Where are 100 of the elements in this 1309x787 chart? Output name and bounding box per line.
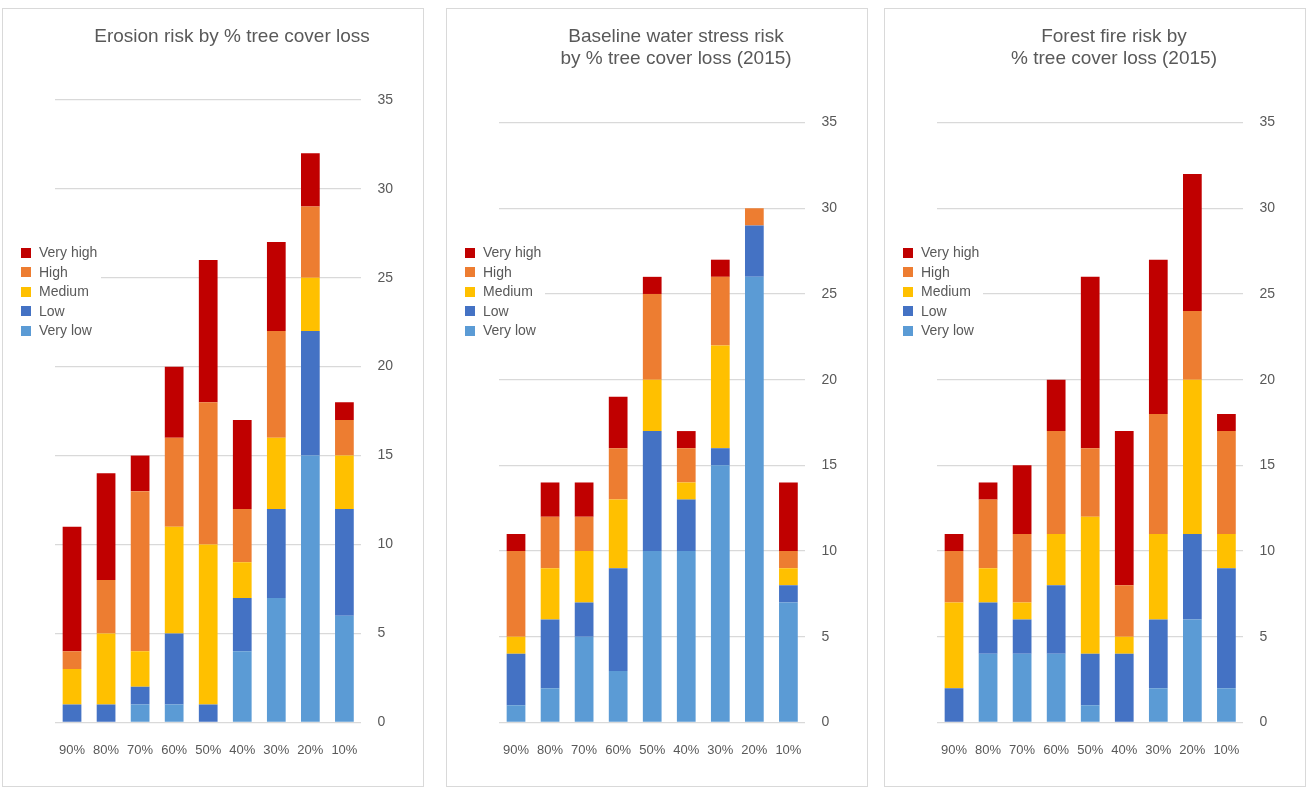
legend-label: High	[39, 262, 68, 282]
bar	[1114, 431, 1134, 586]
bar	[266, 437, 286, 509]
x-tick-label: 40%	[1111, 741, 1138, 757]
bar	[642, 431, 662, 552]
x-tick-label: 50%	[195, 741, 222, 757]
x-tick-label: 10%	[1213, 741, 1240, 757]
bar	[978, 482, 998, 500]
bar	[944, 688, 964, 722]
bar	[676, 551, 696, 722]
bar	[642, 293, 662, 380]
bar	[676, 431, 696, 449]
bar	[335, 419, 354, 456]
bar	[710, 259, 730, 277]
x-tick-label: 90%	[503, 741, 530, 757]
bar	[266, 508, 286, 598]
legend-label: Very low	[39, 321, 92, 340]
y-tick-label: 10	[377, 535, 394, 552]
bar	[164, 437, 184, 527]
legend-label: Medium	[39, 282, 89, 301]
bar	[676, 482, 696, 500]
x-tick-label: 50%	[639, 741, 666, 757]
bar	[1217, 533, 1236, 569]
bar	[232, 419, 252, 509]
bar	[1012, 619, 1032, 654]
bar	[779, 482, 798, 552]
bar	[710, 448, 730, 466]
y-tick-label: 20	[821, 370, 838, 387]
bar	[300, 277, 320, 332]
legend-label: Low	[921, 301, 947, 321]
x-tick-label: 30%	[1145, 741, 1172, 757]
y-tick-label: 35	[377, 90, 394, 107]
bar	[540, 568, 560, 620]
y-tick-label: 35	[821, 113, 838, 130]
bar	[300, 455, 320, 722]
legend-label: Low	[39, 301, 65, 321]
y-tick-label: 15	[1259, 456, 1276, 473]
legend-label: Very high	[483, 243, 542, 262]
bar	[335, 455, 354, 509]
bar	[232, 562, 252, 598]
bar	[96, 580, 116, 634]
y-tick-label: 25	[1259, 284, 1276, 301]
bar	[608, 448, 628, 500]
y-tick-label: 15	[377, 446, 394, 463]
y-tick-label: 30	[377, 179, 394, 196]
y-tick-label: 10	[1259, 541, 1276, 558]
bar	[574, 602, 594, 637]
bar	[540, 516, 560, 569]
bar	[744, 208, 764, 226]
bar	[1080, 653, 1100, 706]
bar	[1182, 619, 1202, 722]
x-tick-label: 90%	[941, 741, 968, 757]
bar	[574, 482, 594, 517]
bar	[62, 704, 82, 722]
bar	[335, 402, 354, 420]
x-tick-label: 80%	[975, 741, 1002, 757]
legend-label: Very low	[483, 321, 536, 340]
y-tick-label: 20	[1259, 370, 1276, 387]
bar	[300, 331, 320, 456]
y-tick-label: 30	[1259, 199, 1276, 216]
bar	[978, 653, 998, 722]
bar	[96, 473, 116, 581]
bar	[944, 533, 964, 552]
bar	[198, 402, 218, 545]
bar	[266, 242, 286, 332]
legend-label: High	[483, 262, 512, 282]
bar	[676, 499, 696, 552]
bar	[232, 651, 252, 722]
bar	[744, 225, 764, 277]
y-tick-label: 5	[1259, 627, 1268, 644]
bar	[1080, 516, 1100, 654]
bar	[1012, 602, 1032, 620]
bar	[130, 651, 150, 687]
x-tick-label: 70%	[571, 741, 598, 757]
y-tick-label: 5	[377, 624, 386, 641]
bar	[1182, 311, 1202, 380]
bar	[710, 276, 730, 346]
legend-label: Very high	[921, 243, 980, 262]
bar	[62, 669, 82, 705]
bar	[710, 345, 730, 449]
x-tick-label: 80%	[93, 741, 120, 757]
bar	[1080, 276, 1100, 449]
bar	[1046, 653, 1066, 722]
bar	[198, 544, 218, 705]
legend-label: Very high	[39, 243, 98, 262]
bar	[1114, 636, 1134, 654]
chart-title: Erosion risk by % tree cover loss	[94, 24, 370, 46]
bar	[62, 526, 82, 652]
bar	[506, 551, 526, 637]
y-tick-label: 10	[821, 541, 838, 558]
y-tick-label: 30	[821, 199, 838, 216]
bar	[96, 704, 116, 722]
bar	[574, 636, 594, 722]
bar	[130, 686, 150, 705]
bar	[506, 653, 526, 706]
x-tick-label: 60%	[605, 741, 632, 757]
bar	[1046, 585, 1066, 654]
bar	[779, 551, 798, 569]
bar	[198, 259, 218, 403]
bar	[710, 465, 730, 722]
